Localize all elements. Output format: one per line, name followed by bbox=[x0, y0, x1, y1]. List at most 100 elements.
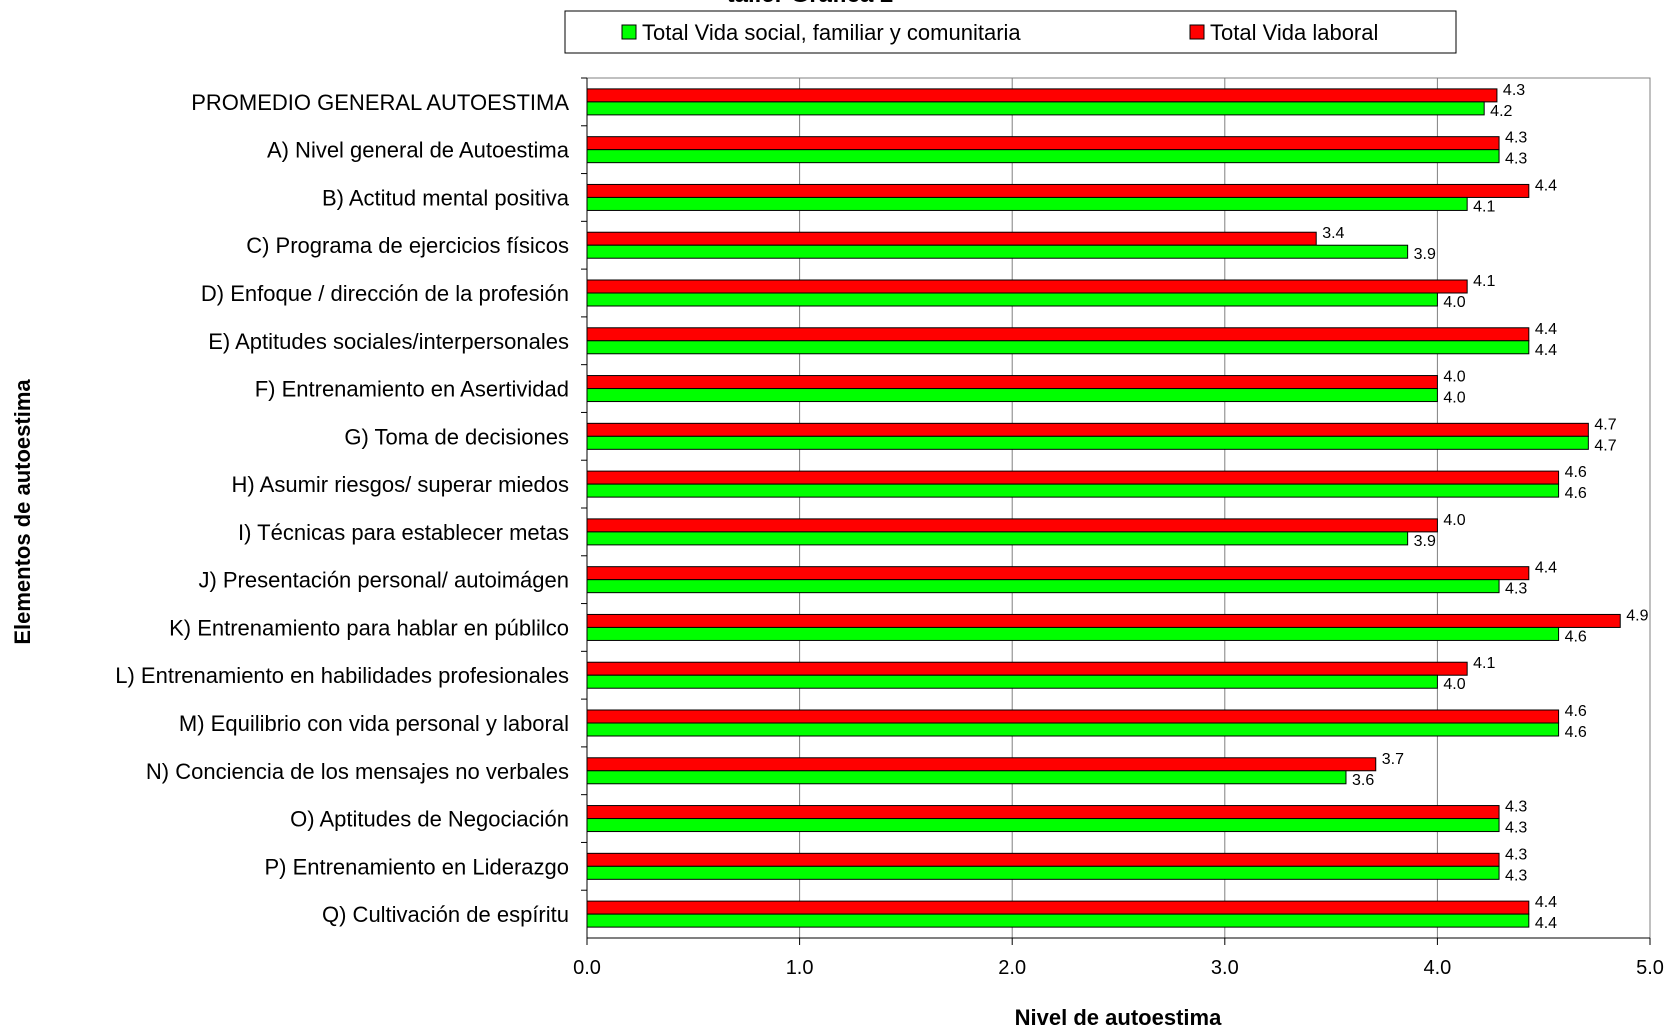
data-label-vida-social: 3.9 bbox=[1414, 246, 1436, 263]
category-label: M) Equilibrio con vida personal y labora… bbox=[179, 711, 569, 736]
data-label-vida-social: 4.0 bbox=[1443, 294, 1465, 311]
x-axis-title: Nivel de autoestima bbox=[1015, 1005, 1222, 1030]
x-tick-label: 5.0 bbox=[1636, 957, 1664, 979]
x-tick-label: 2.0 bbox=[998, 957, 1026, 979]
data-label-vida-laboral: 4.0 bbox=[1443, 369, 1465, 386]
category-label: C) Programa de ejercicios físicos bbox=[246, 233, 569, 258]
data-label-vida-laboral: 4.3 bbox=[1505, 130, 1527, 147]
category-label: J) Presentación personal/ autoimágen bbox=[198, 568, 569, 593]
bar-vida-laboral bbox=[586, 709, 1560, 724]
data-label-vida-social: 4.1 bbox=[1473, 198, 1495, 215]
data-label-vida-social: 4.6 bbox=[1565, 724, 1587, 741]
bar-vida-social bbox=[586, 340, 1530, 355]
data-label-vida-social: 3.6 bbox=[1352, 772, 1374, 789]
category-label: A) Nivel general de Autoestima bbox=[267, 138, 570, 163]
category-label: Q) Cultivación de espíritu bbox=[322, 902, 569, 927]
bar-vida-social bbox=[586, 770, 1347, 785]
bar-vida-social bbox=[586, 149, 1500, 164]
data-label-vida-social: 4.0 bbox=[1443, 676, 1465, 693]
category-label: G) Toma de decisiones bbox=[344, 424, 569, 449]
bar-vida-laboral bbox=[586, 566, 1530, 581]
data-label-vida-laboral: 3.7 bbox=[1382, 751, 1404, 768]
legend-label: Total Vida social, familiar y comunitari… bbox=[642, 20, 1021, 45]
bar-vida-social bbox=[586, 674, 1438, 689]
data-label-vida-social: 4.3 bbox=[1505, 820, 1527, 837]
data-label-vida-social: 4.0 bbox=[1443, 390, 1465, 407]
bar-vida-social bbox=[586, 865, 1500, 880]
category-label: I) Técnicas para establecer metas bbox=[238, 520, 569, 545]
bar-vida-laboral bbox=[586, 422, 1589, 437]
category-label: B) Actitud mental positiva bbox=[322, 185, 570, 210]
bar-vida-laboral bbox=[586, 470, 1560, 485]
data-label-vida-laboral: 4.4 bbox=[1535, 894, 1557, 911]
bar-vida-laboral bbox=[586, 183, 1530, 198]
bar-vida-laboral bbox=[586, 375, 1438, 390]
category-label: D) Enfoque / dirección de la profesión bbox=[201, 281, 569, 306]
data-label-vida-social: 4.3 bbox=[1505, 867, 1527, 884]
data-label-vida-social: 4.6 bbox=[1565, 628, 1587, 645]
data-label-vida-laboral: 4.4 bbox=[1535, 321, 1557, 338]
x-tick-label: 3.0 bbox=[1211, 957, 1239, 979]
bar-vida-laboral bbox=[586, 231, 1317, 246]
category-label: O) Aptitudes de Negociación bbox=[290, 807, 569, 832]
bar-vida-laboral bbox=[586, 518, 1438, 533]
category-label: PROMEDIO GENERAL AUTOESTIMA bbox=[191, 90, 569, 115]
bar-vida-social bbox=[586, 483, 1560, 498]
x-tick-label: 4.0 bbox=[1423, 957, 1451, 979]
bar-vida-social bbox=[586, 626, 1560, 641]
category-label: N) Conciencia de los mensajes no verbale… bbox=[146, 759, 569, 784]
bar-vida-laboral bbox=[586, 327, 1530, 342]
data-label-vida-laboral: 4.4 bbox=[1535, 560, 1557, 577]
data-label-vida-laboral: 4.3 bbox=[1505, 846, 1527, 863]
category-label: F) Entrenamiento en Asertividad bbox=[255, 377, 569, 402]
data-label-vida-laboral: 4.0 bbox=[1443, 512, 1465, 529]
plot-area bbox=[586, 77, 1651, 939]
category-label: E) Aptitudes sociales/interpersonales bbox=[208, 329, 569, 354]
data-label-vida-laboral: 4.4 bbox=[1535, 177, 1557, 194]
bar-vida-social bbox=[586, 913, 1530, 928]
bar-vida-laboral bbox=[586, 805, 1500, 820]
legend-label: Total Vida laboral bbox=[1210, 20, 1378, 45]
y-axis-title: Elementos de autoestima bbox=[10, 379, 35, 645]
bar-vida-social bbox=[586, 531, 1409, 546]
bar-vida-social bbox=[586, 818, 1500, 833]
category-label: H) Asumir riesgos/ superar miedos bbox=[232, 472, 569, 497]
chart-title: taller Gráfica 2 bbox=[727, 0, 894, 8]
category-label: L) Entrenamiento en habilidades profesio… bbox=[115, 663, 569, 688]
bar-vida-social bbox=[586, 388, 1438, 403]
legend: Total Vida social, familiar y comunitari… bbox=[564, 10, 1457, 54]
data-label-vida-social: 4.6 bbox=[1565, 485, 1587, 502]
bar-vida-social bbox=[586, 722, 1560, 737]
bar-vida-laboral bbox=[586, 661, 1468, 676]
data-label-vida-social: 3.9 bbox=[1414, 533, 1436, 550]
bar-vida-laboral bbox=[586, 757, 1377, 772]
legend-box bbox=[564, 10, 1457, 54]
bar-vida-social bbox=[586, 196, 1468, 211]
data-label-vida-laboral: 4.1 bbox=[1473, 655, 1495, 672]
data-label-vida-laboral: 3.4 bbox=[1322, 225, 1344, 242]
bar-vida-laboral bbox=[586, 613, 1621, 628]
data-label-vida-social: 4.4 bbox=[1535, 342, 1557, 359]
x-tick-label: 1.0 bbox=[786, 957, 814, 979]
bar-vida-laboral bbox=[586, 88, 1498, 103]
bar-vida-social bbox=[586, 244, 1409, 259]
data-label-vida-laboral: 4.1 bbox=[1473, 273, 1495, 290]
legend-swatch bbox=[1189, 24, 1205, 40]
bar-vida-social bbox=[586, 292, 1438, 307]
data-label-vida-laboral: 4.9 bbox=[1626, 607, 1648, 624]
bar-vida-laboral bbox=[586, 900, 1530, 915]
bar-vida-social bbox=[586, 435, 1589, 450]
legend-swatch bbox=[621, 24, 637, 40]
bar-vida-laboral bbox=[586, 136, 1500, 151]
data-label-vida-laboral: 4.3 bbox=[1505, 799, 1527, 816]
data-label-vida-social: 4.4 bbox=[1535, 915, 1557, 932]
data-label-vida-laboral: 4.6 bbox=[1565, 464, 1587, 481]
bar-vida-laboral bbox=[586, 279, 1468, 294]
data-label-vida-social: 4.3 bbox=[1505, 151, 1527, 168]
bar-vida-social bbox=[586, 579, 1500, 594]
category-label: K) Entrenamiento para hablar en públilco bbox=[169, 615, 569, 640]
data-label-vida-social: 4.2 bbox=[1490, 103, 1512, 120]
x-tick-label: 0.0 bbox=[573, 957, 601, 979]
bar-vida-social bbox=[586, 101, 1485, 116]
